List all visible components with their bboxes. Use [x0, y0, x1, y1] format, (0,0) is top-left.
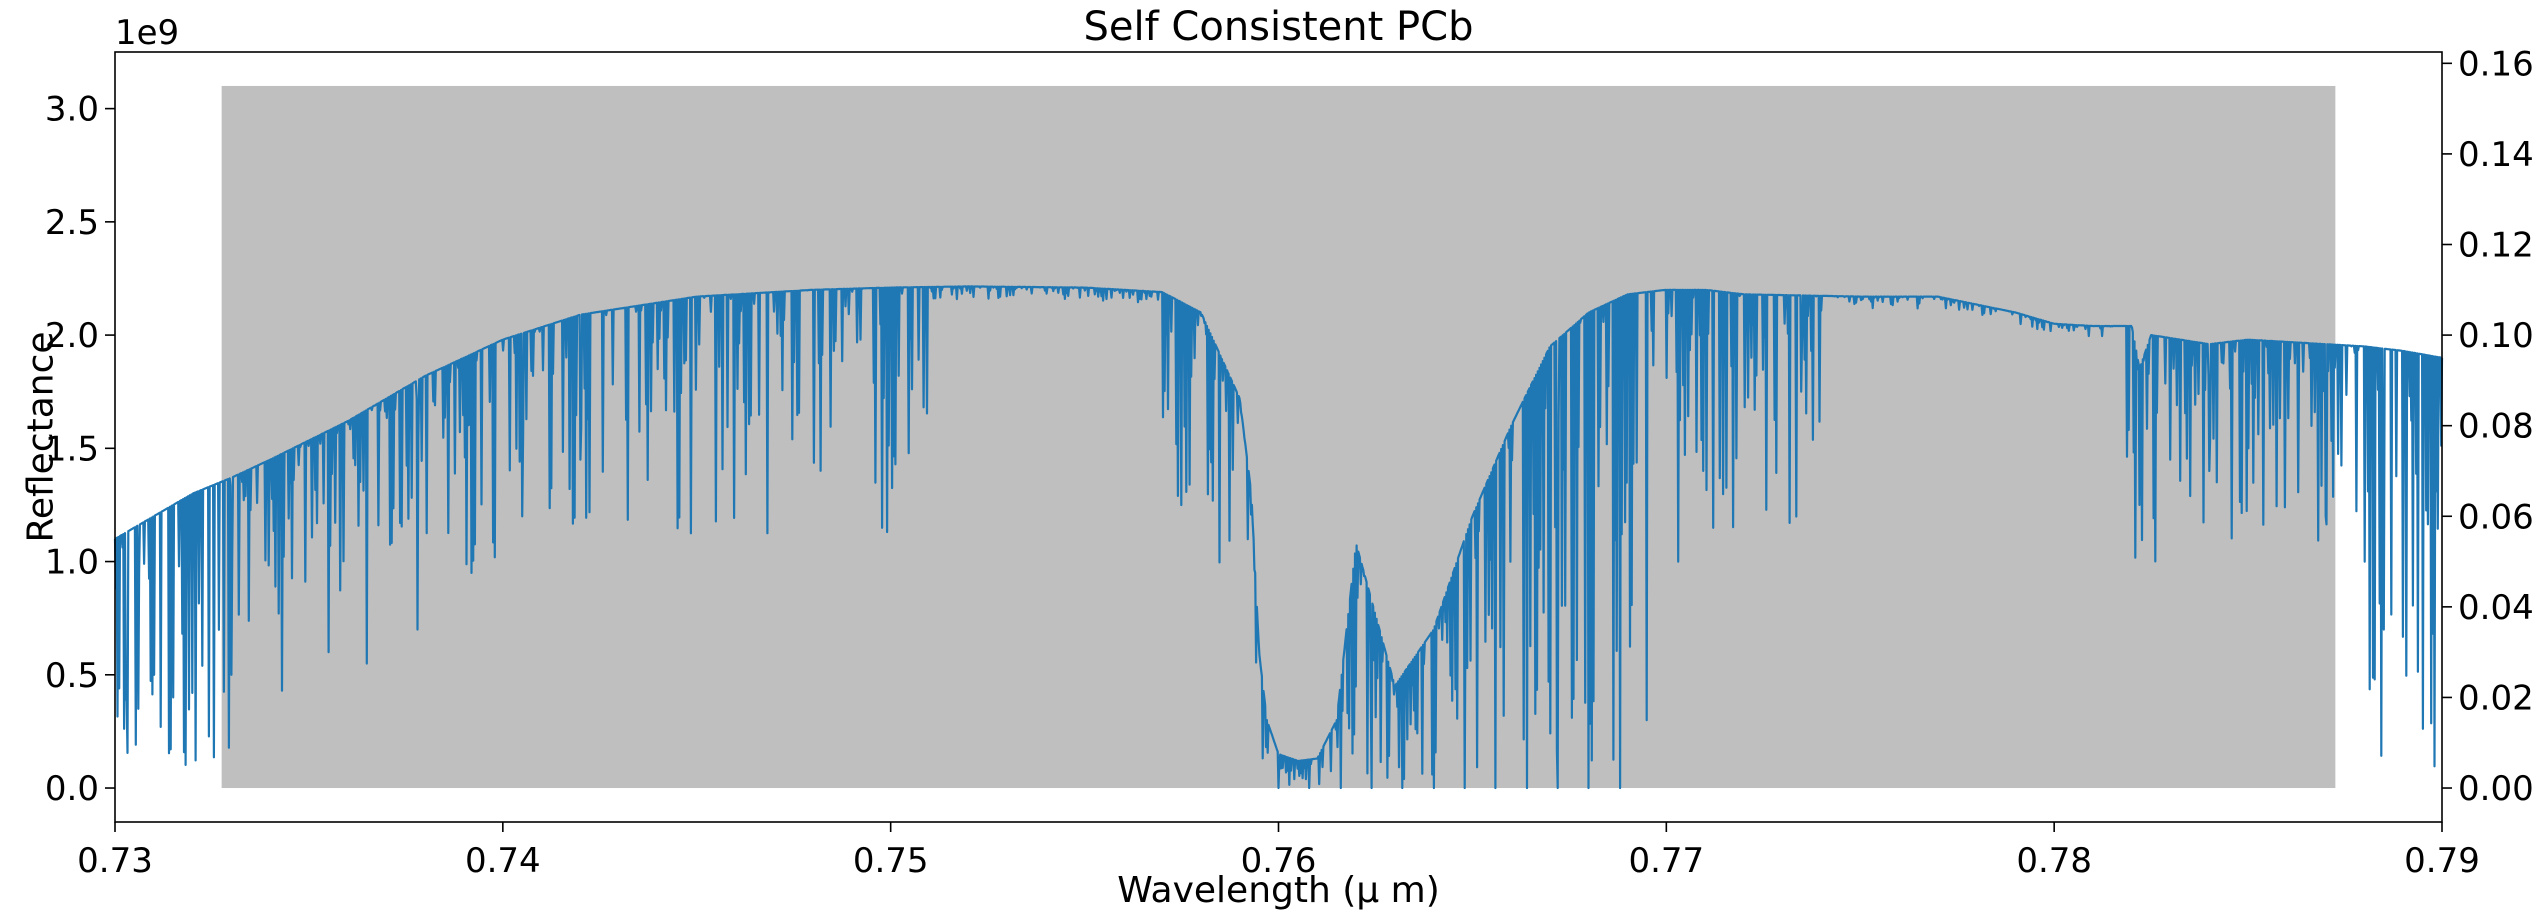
- x-tick-label: 0.79: [2404, 841, 2480, 881]
- x-axis-ticks: 0.73 0.74 0.75 0.76 0.77 0.78 0.79: [77, 822, 2480, 881]
- y2-tick-label: 0.00: [2458, 769, 2534, 809]
- x-tick-label: 0.73: [77, 841, 153, 881]
- y-axis-label: Reflectance: [21, 331, 62, 542]
- y-axis-offset-text: 1e9: [115, 13, 179, 53]
- y2-tick-label: 0.06: [2458, 497, 2534, 537]
- y2-tick-label: 0.04: [2458, 588, 2534, 628]
- x-tick-label: 0.75: [853, 841, 929, 881]
- x-tick-label: 0.76: [1241, 841, 1317, 881]
- y-tick-label: 0.0: [45, 769, 99, 809]
- x-tick-label: 0.74: [465, 841, 541, 881]
- x-tick-label: 0.78: [2016, 841, 2092, 881]
- y2-tick-label: 0.12: [2458, 226, 2534, 266]
- x-tick-label: 0.77: [1628, 841, 1704, 881]
- spectrum-line-layer: [113, 285, 2444, 790]
- y2-tick-label: 0.14: [2458, 135, 2534, 175]
- y-tick-label: 1.0: [45, 543, 99, 583]
- y2-tick-label: 0.10: [2458, 316, 2534, 356]
- y2-tick-label: 0.16: [2458, 44, 2534, 84]
- reflectance-line: [113, 285, 2444, 790]
- shaded-band-layer: [221, 85, 2336, 789]
- y-tick-label: 0.5: [45, 656, 99, 696]
- y-tick-label: 2.0: [45, 316, 99, 356]
- x-axis-label: Wavelength (μ m): [1117, 870, 1440, 911]
- chart-title: Self Consistent PCb: [1084, 4, 1474, 50]
- secondary-y-axis-ticks: 0.00 0.02 0.04 0.06 0.08 0.10 0.12 0.14 0.16: [2442, 44, 2534, 809]
- y2-tick-label: 0.08: [2458, 407, 2534, 447]
- y-tick-label: 2.5: [45, 203, 99, 243]
- y-tick-label: 1.5: [45, 429, 99, 469]
- y-tick-label: 3.0: [45, 90, 99, 130]
- shaded-band: [221, 85, 2336, 789]
- y2-tick-label: 0.02: [2458, 678, 2534, 718]
- y-axis-ticks: 0.0 0.5 1.0 1.5 2.0 2.5 3.0: [45, 90, 115, 809]
